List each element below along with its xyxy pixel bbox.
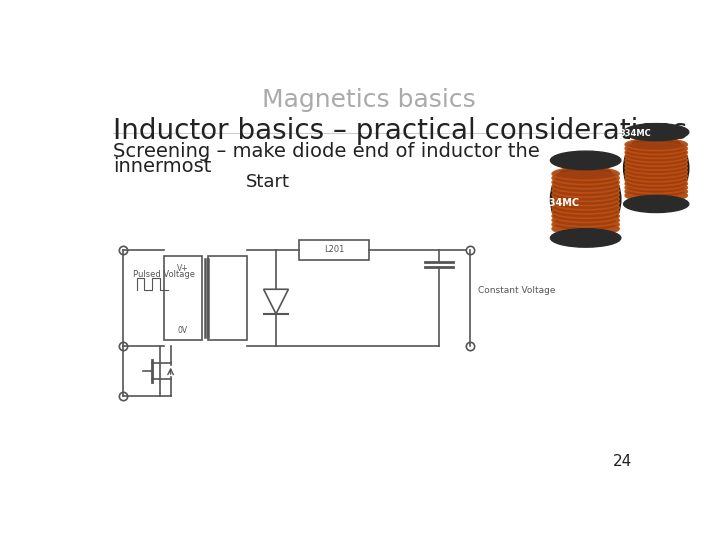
Ellipse shape <box>552 188 619 201</box>
Ellipse shape <box>625 178 688 190</box>
Ellipse shape <box>552 222 619 235</box>
Text: L201: L201 <box>324 245 344 254</box>
Ellipse shape <box>625 166 688 178</box>
Ellipse shape <box>552 197 619 210</box>
Ellipse shape <box>625 146 688 158</box>
Ellipse shape <box>625 174 688 186</box>
Ellipse shape <box>552 167 619 180</box>
Text: V+: V+ <box>177 265 189 273</box>
Ellipse shape <box>552 172 619 185</box>
Bar <box>300 240 369 260</box>
Ellipse shape <box>625 139 688 151</box>
Ellipse shape <box>551 151 621 170</box>
Ellipse shape <box>625 190 688 201</box>
Ellipse shape <box>624 124 689 141</box>
Circle shape <box>551 160 621 238</box>
Ellipse shape <box>551 229 621 247</box>
Ellipse shape <box>625 162 688 174</box>
Ellipse shape <box>625 181 688 193</box>
Text: 334MC: 334MC <box>542 198 580 208</box>
Ellipse shape <box>552 201 619 214</box>
Ellipse shape <box>625 143 688 154</box>
Ellipse shape <box>625 150 688 163</box>
Ellipse shape <box>552 210 619 222</box>
Ellipse shape <box>552 218 619 231</box>
Ellipse shape <box>625 154 688 166</box>
Text: Pulsed Voltage: Pulsed Voltage <box>132 270 194 279</box>
Bar <box>163 256 202 340</box>
Text: innermost: innermost <box>113 157 212 176</box>
Ellipse shape <box>552 193 619 206</box>
Ellipse shape <box>552 214 619 227</box>
Ellipse shape <box>552 184 619 197</box>
Ellipse shape <box>624 195 689 213</box>
Text: Start: Start <box>246 173 290 191</box>
Ellipse shape <box>625 158 688 170</box>
Text: Screening – make diode end of inductor the: Screening – make diode end of inductor t… <box>113 142 540 161</box>
Ellipse shape <box>552 176 619 189</box>
Ellipse shape <box>552 205 619 218</box>
Text: Constant Voltage: Constant Voltage <box>477 286 555 294</box>
Circle shape <box>624 132 689 204</box>
Text: 334MC: 334MC <box>619 129 651 138</box>
Text: Inductor basics – practical considerations: Inductor basics – practical consideratio… <box>113 117 688 145</box>
Bar <box>208 256 246 340</box>
Ellipse shape <box>625 186 688 198</box>
Ellipse shape <box>552 180 619 193</box>
Text: Magnetics basics: Magnetics basics <box>262 88 476 112</box>
Text: 24: 24 <box>613 454 632 469</box>
Ellipse shape <box>625 170 688 182</box>
Text: 0V: 0V <box>178 326 188 335</box>
